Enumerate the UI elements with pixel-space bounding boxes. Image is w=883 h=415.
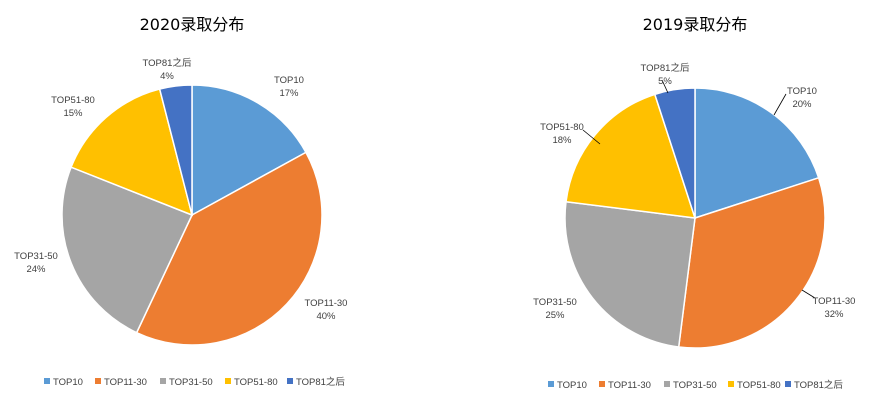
legend-label: TOP11-30 (608, 380, 651, 391)
slice-category-label: TOP10 (787, 86, 817, 97)
slice-percent-label: 24% (26, 264, 46, 275)
legend-swatch (785, 381, 791, 387)
slice-category-label: TOP10 (274, 75, 304, 86)
slice-percent-label: 20% (792, 99, 812, 110)
slice-percent-label: 5% (658, 76, 672, 87)
slice-percent-label: 18% (552, 135, 572, 146)
pie-slice-TOP31-50 (61, 166, 194, 334)
legend-label: TOP10 (53, 377, 83, 388)
pie-slice-TOP11-30 (677, 176, 826, 349)
legend-swatch (95, 378, 101, 384)
legend-swatch (728, 381, 734, 387)
legend-label: TOP51-80 (737, 380, 781, 391)
pie-slice-TOP51-80 (70, 88, 194, 217)
slice-category-label: TOP31-50 (533, 297, 577, 308)
slice-percent-label: 17% (279, 88, 299, 99)
legend-swatch (664, 381, 670, 387)
legend-label: TOP81之后 (296, 376, 345, 388)
slice-percent-label: 25% (545, 310, 565, 321)
legend-swatch (44, 378, 50, 384)
leader-line (801, 289, 816, 299)
pie-slice-TOP81之后 (653, 87, 696, 219)
slice-category-label: TOP51-80 (540, 122, 584, 133)
slice-percent-label: 40% (316, 311, 336, 322)
pie-slice-TOP81之后 (158, 84, 193, 216)
legend-swatch (225, 378, 231, 384)
pie-slice-TOP51-80 (565, 93, 697, 219)
legend-label: TOP81之后 (794, 379, 843, 391)
slice-percent-label: 32% (824, 309, 844, 320)
leader-line (582, 129, 601, 145)
legend-label: TOP11-30 (104, 377, 147, 388)
slice-percent-label: 4% (160, 71, 174, 82)
legend-label: TOP31-50 (169, 377, 213, 388)
pie-slice-TOP10 (191, 84, 307, 217)
leader-line (661, 79, 669, 94)
slice-category-label: TOP31-50 (14, 251, 58, 262)
legend-swatch (160, 378, 166, 384)
slice-category-label: TOP81之后 (641, 62, 690, 74)
legend-swatch (548, 381, 554, 387)
leader-line (773, 93, 787, 116)
legend-swatch (599, 381, 605, 387)
pie-chart-2019: 2019录取分布 TOP10 20% TOP11-30 32% TOP31-50 25% T… (533, 15, 855, 391)
legend-label: TOP31-50 (673, 380, 717, 391)
legend-swatch (287, 378, 293, 384)
legend-label: TOP10 (557, 380, 587, 391)
pie-chart-2020: 2020录取分布 TOP10 17% TOP11-30 40% TOP31-50 24% T… (14, 15, 347, 388)
pie-slice-TOP31-50 (564, 200, 696, 348)
chart-title: 2019录取分布 (643, 15, 748, 34)
slice-category-label: TOP81之后 (143, 57, 192, 69)
pie-slice-TOP10 (694, 87, 820, 220)
legend-label: TOP51-80 (234, 377, 278, 388)
slice-category-label: TOP51-80 (51, 95, 95, 106)
pie-slice-TOP11-30 (135, 151, 323, 346)
slice-category-label: TOP11-30 (813, 296, 856, 307)
chart-title: 2020录取分布 (140, 15, 245, 34)
slice-percent-label: 15% (63, 108, 83, 119)
slice-category-label: TOP11-30 (305, 298, 348, 309)
